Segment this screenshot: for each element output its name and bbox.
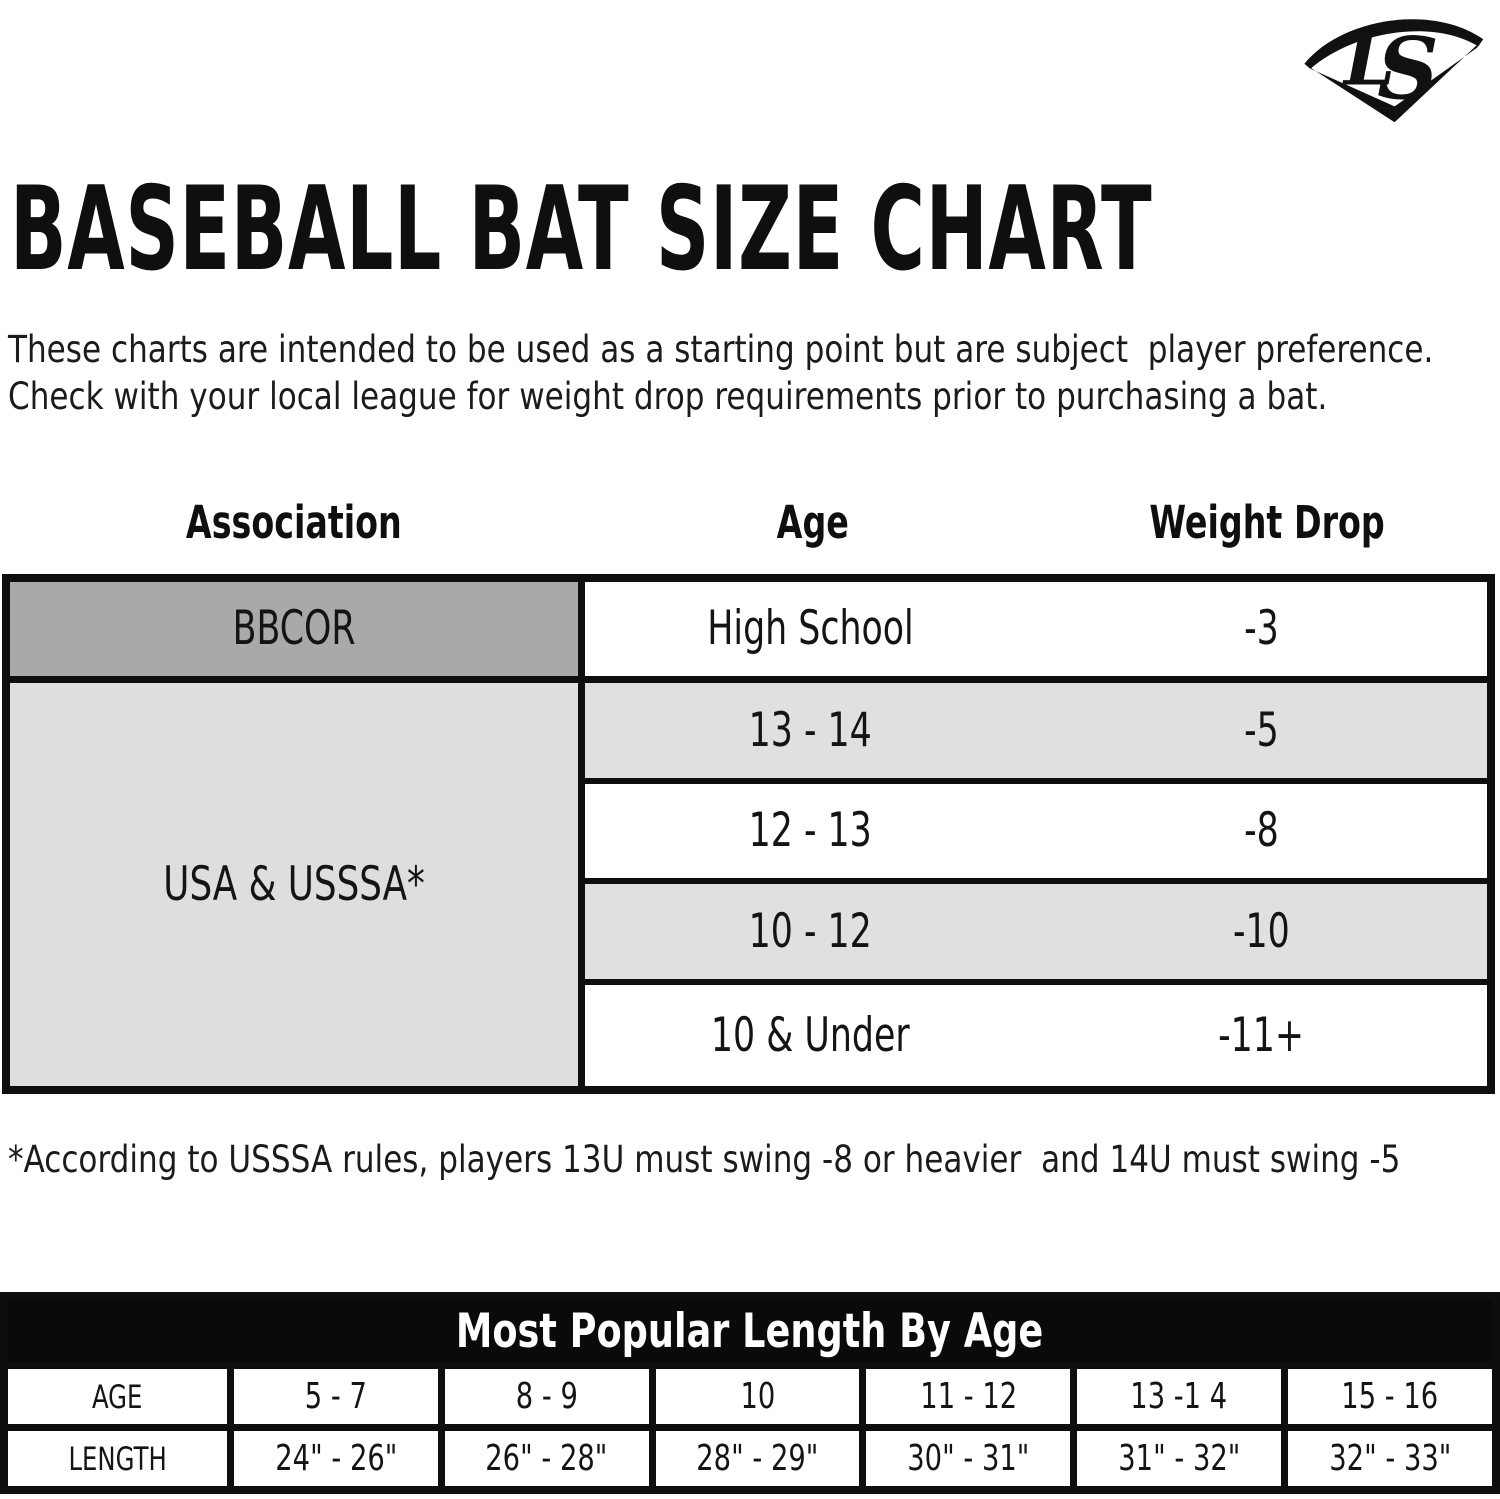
size-table-cell-age-13-14: 13 - 14: [585, 682, 1036, 784]
size-table: BBCOR High School -3 USA & USSSA* 13 - 1…: [2, 574, 1495, 1094]
size-table-cell-age-10-12: 10 - 12: [585, 884, 1036, 986]
length-table-length-32-33: 32" - 33": [1281, 1424, 1492, 1486]
logo-letter-s: S: [1377, 20, 1439, 120]
size-table-cell-age-high-school: High School: [585, 582, 1036, 683]
size-table-cell-drop-minus8: -8: [1036, 783, 1487, 885]
size-table-cell-drop-minus11plus: -11+: [1036, 985, 1487, 1086]
length-table-age-15-16: 15 - 16: [1281, 1362, 1492, 1424]
length-table-length-24-26: 24" - 26": [227, 1424, 438, 1486]
length-table-length-30-31: 30" - 31": [859, 1424, 1071, 1486]
length-table-age-11-12: 11 - 12: [859, 1362, 1071, 1424]
logo-letter-l: L: [1342, 17, 1395, 102]
length-table-length-label: LENGTH: [8, 1424, 227, 1486]
usssa-footnote: *According to USSSA rules, players 13U m…: [8, 1138, 1488, 1181]
usssa-footnote-text: *According to USSSA rules, players 13U m…: [8, 1138, 1401, 1181]
length-table-age-13-14: 13 -1 4: [1070, 1362, 1282, 1424]
louisville-slugger-logo: L S: [1304, 17, 1484, 123]
length-table-length-28-29: 28" - 29": [648, 1424, 860, 1486]
size-table-header-weight-drop: Weight Drop: [1149, 496, 1386, 549]
size-table-cell-bbcor: BBCOR: [10, 582, 585, 683]
length-table-title-bar: Most Popular Length By Age: [8, 1300, 1492, 1362]
intro-line-2: Check with your local league for weight …: [8, 375, 1328, 418]
size-table-header-age: Age: [776, 496, 849, 549]
size-table-header-association: Association: [185, 496, 402, 549]
intro-line-1: These charts are intended to be used as …: [8, 328, 1434, 371]
length-table-age-5-7: 5 - 7: [227, 1362, 438, 1424]
size-table-header-row: Association Age Weight Drop: [2, 496, 1495, 549]
size-table-cell-usa-usssa: USA & USSSA*: [10, 682, 585, 1086]
length-table-age-label: AGE: [8, 1362, 227, 1424]
length-table-length-26-28: 26" - 28": [437, 1424, 649, 1486]
length-table-age-10: 10: [648, 1362, 860, 1424]
size-table-cell-age-10-under: 10 & Under: [585, 985, 1036, 1086]
page-title-text: BASEBALL BAT SIZE CHART: [10, 162, 1153, 297]
length-table-grid: AGE 5 - 7 8 - 9 10 11 - 12 13 -1 4 15 - …: [8, 1362, 1492, 1486]
intro-paragraph: These charts are intended to be used as …: [8, 326, 1488, 420]
length-table-age-8-9: 8 - 9: [437, 1362, 649, 1424]
length-by-age-table: Most Popular Length By Age AGE 5 - 7 8 -…: [0, 1292, 1500, 1494]
page-title: BASEBALL BAT SIZE CHART: [10, 172, 1290, 288]
size-table-cell-drop-minus5: -5: [1036, 682, 1487, 784]
size-table-cell-drop-minus10: -10: [1036, 884, 1487, 986]
size-table-cell-age-12-13: 12 - 13: [585, 783, 1036, 885]
length-table-title-text: Most Popular Length By Age: [456, 1303, 1044, 1359]
length-table-length-31-32: 31" - 32": [1070, 1424, 1282, 1486]
size-table-cell-drop-minus3: -3: [1036, 582, 1487, 683]
